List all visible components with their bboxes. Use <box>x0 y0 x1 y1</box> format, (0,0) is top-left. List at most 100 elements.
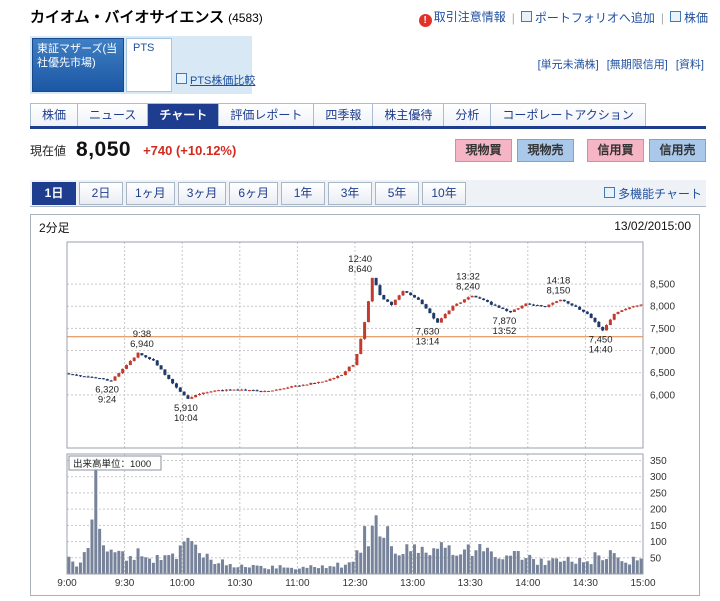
period-tab-5year[interactable]: 5年 <box>375 181 420 205</box>
svg-text:9:24: 9:24 <box>98 395 117 406</box>
period-tab-3month[interactable]: 3ヶ月 <box>177 181 227 205</box>
period-tab-1year[interactable]: 1年 <box>281 181 326 205</box>
tab-news[interactable]: ニュース <box>77 103 148 126</box>
cash-buy-button[interactable]: 現物買 <box>455 138 512 162</box>
tab-shareholder-benefit[interactable]: 株主優待 <box>372 103 444 126</box>
svg-text:150: 150 <box>650 521 667 532</box>
svg-text:14:00: 14:00 <box>515 578 540 589</box>
market-right-links: [単元未満株] [無期限信用] [資料] <box>538 56 704 72</box>
svg-text:8,150: 8,150 <box>546 286 570 297</box>
margin-sell-button[interactable]: 信用売 <box>649 138 706 162</box>
market-tab-pts[interactable]: PTS <box>126 38 172 92</box>
odd-lot-link[interactable]: [単元未満株] <box>537 59 599 71</box>
svg-text:8,640: 8,640 <box>348 264 372 275</box>
svg-text:13:52: 13:52 <box>493 326 517 337</box>
svg-text:50: 50 <box>650 553 662 564</box>
header: カイオム・バイオサイエンス (4583) ! 取引注意情報 | ポートフォリオへ追加… <box>30 6 708 27</box>
period-tab-1month[interactable]: 1ヶ月 <box>126 181 175 205</box>
cash-sell-button[interactable]: 現物売 <box>517 138 574 162</box>
svg-text:300: 300 <box>650 472 667 483</box>
chart-header: 2分足 13/02/2015:00 <box>31 215 699 236</box>
svg-text:8,240: 8,240 <box>456 282 480 293</box>
trade-alert-link[interactable]: ! 取引注意情報 <box>418 8 506 27</box>
stock-title-group: カイオム・バイオサイエンス (4583) <box>30 6 263 27</box>
multi-function-chart-icon <box>604 186 616 198</box>
svg-text:10:00: 10:00 <box>170 578 195 589</box>
tab-stock-price[interactable]: 株価 <box>30 103 78 126</box>
svg-text:14:18: 14:18 <box>546 276 570 287</box>
period-tab-2day[interactable]: 2日 <box>79 181 123 205</box>
svg-text:11:00: 11:00 <box>285 578 310 589</box>
svg-text:6,000: 6,000 <box>650 390 675 401</box>
tab-shikiho[interactable]: 四季報 <box>313 103 373 126</box>
nav-tabs: 株価 ニュース チャート 評価レポート 四季報 株主優待 分析 コーポレートアク… <box>30 103 706 129</box>
svg-text:9:38: 9:38 <box>133 329 152 340</box>
margin-unlimited-link[interactable]: [無期限信用] <box>606 59 668 71</box>
current-price-value: 8,050 <box>76 138 132 161</box>
svg-text:12:30: 12:30 <box>342 578 367 589</box>
svg-text:7,630: 7,630 <box>416 327 440 338</box>
period-row: 1日 2日 1ヶ月 3ヶ月 6ヶ月 1年 3年 5年 10年 多機能チャート <box>30 180 706 207</box>
svg-text:6,940: 6,940 <box>130 339 154 350</box>
svg-text:250: 250 <box>650 488 667 499</box>
multi-function-chart-link[interactable]: 多機能チャート <box>604 185 702 202</box>
chart-timestamp: 13/02/2015:00 <box>614 219 691 233</box>
price-change: +740 (+10.12%) <box>143 142 237 158</box>
pts-compare-link[interactable]: PTS株価比較 <box>176 72 255 88</box>
svg-text:6,500: 6,500 <box>650 368 675 379</box>
svg-text:100: 100 <box>650 537 667 548</box>
chart-interval-label: 2分足 <box>39 221 70 235</box>
chart-canvas: 9:00 9:30 10:00 10:30 11:00 12:30 13:00 13:30 14… <box>57 241 675 589</box>
trade-alert-label: 取引注意情報 <box>433 10 506 24</box>
svg-text:9:30: 9:30 <box>115 578 135 589</box>
tab-rating-report[interactable]: 評価レポート <box>218 103 314 126</box>
tab-corporate-action[interactable]: コーポレートアクション <box>490 103 646 126</box>
pts-compare-label: PTS株価比較 <box>190 75 256 87</box>
svg-text:6,320: 6,320 <box>95 385 119 396</box>
svg-text:8,500: 8,500 <box>650 280 675 291</box>
period-tab-10year[interactable]: 10年 <box>422 181 467 205</box>
multi-function-chart-label: 多機能チャート <box>618 186 702 201</box>
svg-text:13:30: 13:30 <box>458 578 483 589</box>
svg-text:9:00: 9:00 <box>57 578 77 589</box>
margin-buy-button[interactable]: 信用買 <box>587 138 644 162</box>
svg-text:出来高単位：1000: 出来高単位：1000 <box>73 458 151 470</box>
materials-link[interactable]: [資料] <box>675 59 704 71</box>
svg-text:13:32: 13:32 <box>456 272 480 283</box>
tab-analysis[interactable]: 分析 <box>443 103 491 126</box>
price-row: 現在値 8,050 +740 (+10.12%) 現物買 現物売 信用買 信用売 <box>30 136 706 164</box>
period-tab-1day[interactable]: 1日 <box>32 181 76 205</box>
portfolio-add-icon <box>520 11 532 22</box>
stock-price-label: 株価 <box>683 11 708 25</box>
stock-price-icon <box>669 11 681 22</box>
svg-text:7,450: 7,450 <box>589 335 613 346</box>
chart-panel: 2分足 13/02/2015:00 9:00 9:30 10:00 10:30 11:0… <box>30 214 700 596</box>
pts-compare-icon <box>176 73 187 84</box>
period-tab-6month[interactable]: 6ヶ月 <box>229 181 279 205</box>
separator: | <box>660 10 664 25</box>
svg-text:10:04: 10:04 <box>174 413 198 424</box>
header-links: ! 取引注意情報 | ポートフォリオへ追加 | 株価 <box>418 8 708 27</box>
svg-text:200: 200 <box>650 505 667 516</box>
tab-chart[interactable]: チャート <box>147 103 219 126</box>
stock-code: (4583) <box>228 11 263 25</box>
current-price-label: 現在値 <box>30 143 67 158</box>
svg-text:14:30: 14:30 <box>573 578 598 589</box>
svg-text:7,500: 7,500 <box>650 324 675 335</box>
market-tab-tse-mothers[interactable]: 東証マザーズ(当社優先市場) <box>32 38 124 92</box>
alert-icon: ! <box>418 14 432 27</box>
stock-price-link[interactable]: 株価 <box>669 9 708 26</box>
market-panel: 東証マザーズ(当社優先市場) PTS PTS株価比較 <box>30 36 255 94</box>
svg-text:8,000: 8,000 <box>650 302 675 313</box>
svg-text:350: 350 <box>650 456 667 467</box>
separator: | <box>511 10 515 25</box>
svg-text:13:14: 13:14 <box>416 337 440 348</box>
svg-text:13:00: 13:00 <box>400 578 425 589</box>
svg-text:14:40: 14:40 <box>589 345 613 356</box>
period-tab-3year[interactable]: 3年 <box>328 181 373 205</box>
svg-text:7,870: 7,870 <box>493 316 517 327</box>
stock-name: カイオム・バイオサイエンス <box>30 9 225 26</box>
svg-text:10:30: 10:30 <box>227 578 252 589</box>
portfolio-add-label: ポートフォリオへ追加 <box>534 11 655 25</box>
portfolio-add-link[interactable]: ポートフォリオへ追加 <box>520 9 655 26</box>
